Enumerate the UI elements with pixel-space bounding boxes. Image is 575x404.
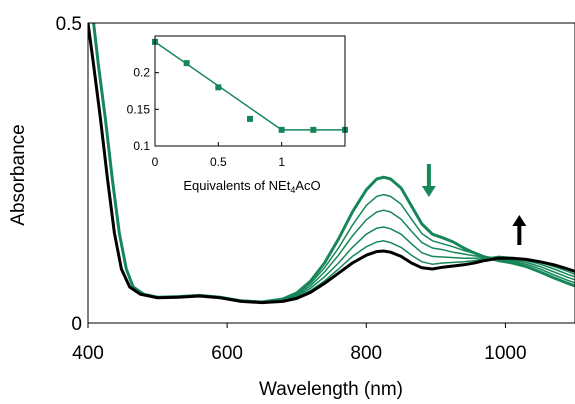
x-tick-label: 600 xyxy=(211,343,243,364)
inset-plot: 0 0.5 1 0.10.150.2 Equivalents of NEt4AcO xyxy=(127,35,348,195)
main-plot: 400 600 800 1000 00.5 Wavelength (nm) Absor… xyxy=(8,14,575,400)
x-tick-label: 800 xyxy=(350,343,382,364)
main-x-axis: 400 600 800 1000 xyxy=(72,323,527,364)
main-series-group xyxy=(88,23,575,305)
inset-data-point xyxy=(247,115,253,122)
main-x-axis-label: Wavelength (nm) xyxy=(259,379,403,400)
spectrum-line-6 xyxy=(88,23,575,305)
annotation-group xyxy=(421,164,527,245)
arrow-up-head xyxy=(512,215,527,226)
inset-y-axis: 0.1 0.15 0.2 xyxy=(127,66,159,153)
spectrum-line-5 xyxy=(92,23,575,303)
inset-y-tick-label: 0.15 xyxy=(127,102,151,116)
inset-x-axis-label-suffix: AcO xyxy=(295,178,320,193)
inset-x-axis: 0 0.5 1 xyxy=(152,142,285,169)
inset-y-tick-label: 0.1 xyxy=(133,139,150,153)
inset-x-axis-label: Equivalents of NEt4AcO xyxy=(183,178,320,195)
main-y-axis-label: Absorbance xyxy=(8,124,29,225)
inset-x-tick-label: 0 xyxy=(152,155,159,169)
inset-plot-frame xyxy=(154,35,346,147)
main-y-axis: 00.5 xyxy=(56,14,93,335)
main-plot-frame xyxy=(87,22,575,324)
inset-x-axis-label-subscript: 4 xyxy=(290,185,295,195)
inset-data-point xyxy=(183,60,190,67)
inset-x-tick-label: 0.5 xyxy=(210,155,227,169)
inset-y-tick-label: 0.2 xyxy=(133,66,150,80)
inset-x-axis-label-main: Equivalents of NEt xyxy=(183,178,290,193)
inset-data-point xyxy=(215,84,222,91)
inset-data-point xyxy=(278,126,285,133)
inset-x-tick-label: 1 xyxy=(278,155,285,169)
inset-data-point xyxy=(310,126,317,133)
y-tick-label: 0.5 xyxy=(56,14,82,35)
y-tick-label: 0 xyxy=(71,314,82,335)
arrow-down-head xyxy=(421,186,436,197)
x-tick-label: 400 xyxy=(72,343,104,364)
x-tick-label: 1000 xyxy=(484,343,526,364)
